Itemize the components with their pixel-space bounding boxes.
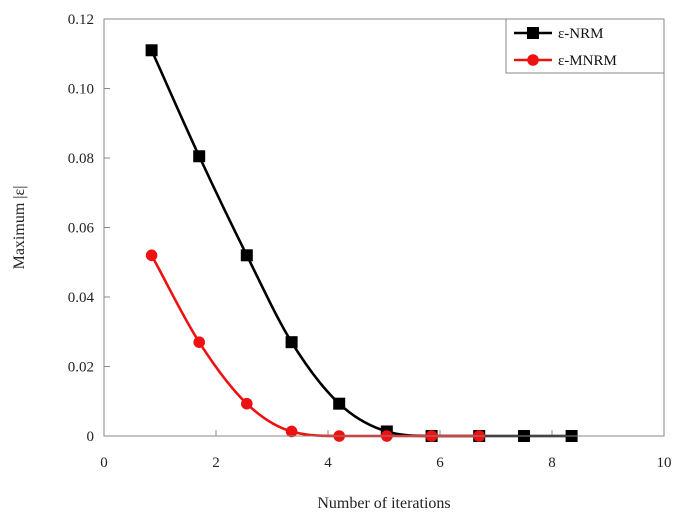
x-axis-title: Number of iterations	[317, 495, 450, 512]
data-point-square	[145, 44, 158, 57]
x-tick-label: 10	[657, 455, 672, 471]
series-nrm	[145, 44, 578, 442]
y-tick-label: 0.04	[68, 290, 95, 306]
data-point-square	[193, 150, 206, 163]
series-line	[150, 49, 572, 438]
data-point-square	[285, 336, 298, 349]
data-point-circle	[241, 397, 253, 410]
legend-item: ε-NRM	[514, 26, 603, 42]
x-tick-label: 2	[212, 455, 220, 471]
data-point-square	[240, 249, 253, 262]
y-tick-label: 0.02	[68, 360, 94, 376]
y-tick-label: 0.10	[68, 82, 94, 98]
data-point-circle	[285, 425, 298, 438]
y-tick-label: 0.08	[68, 151, 94, 167]
x-tick-label: 4	[324, 455, 332, 471]
plot-area-frame	[103, 18, 665, 437]
x-tick-label: 8	[548, 455, 556, 471]
y-axis-ticks: 0 0.02 0.04 0.06 0.08 0.10 0.12	[68, 12, 110, 445]
y-axis-title: Maximum |ε|	[11, 186, 28, 270]
y-tick-label: 0.06	[68, 221, 95, 237]
legend-marker	[527, 54, 539, 66]
y-tick-label: 0	[87, 429, 95, 445]
x-tick-label: 0	[100, 455, 108, 471]
legend-label: ε-NRM	[558, 26, 603, 42]
data-point-square	[333, 397, 346, 410]
series-layer	[145, 44, 578, 442]
legend-item: ε-MNRM	[514, 53, 617, 69]
legend-marker	[527, 27, 539, 39]
data-point-circle	[193, 336, 205, 348]
series-mnrm	[145, 249, 486, 442]
x-tick-label: 6	[436, 455, 444, 471]
legend: ε-NRM ε-MNRM	[505, 18, 665, 74]
data-point-circle	[145, 249, 158, 262]
y-tick-label: 0.12	[68, 12, 94, 28]
legend-label: ε-MNRM	[558, 53, 617, 69]
